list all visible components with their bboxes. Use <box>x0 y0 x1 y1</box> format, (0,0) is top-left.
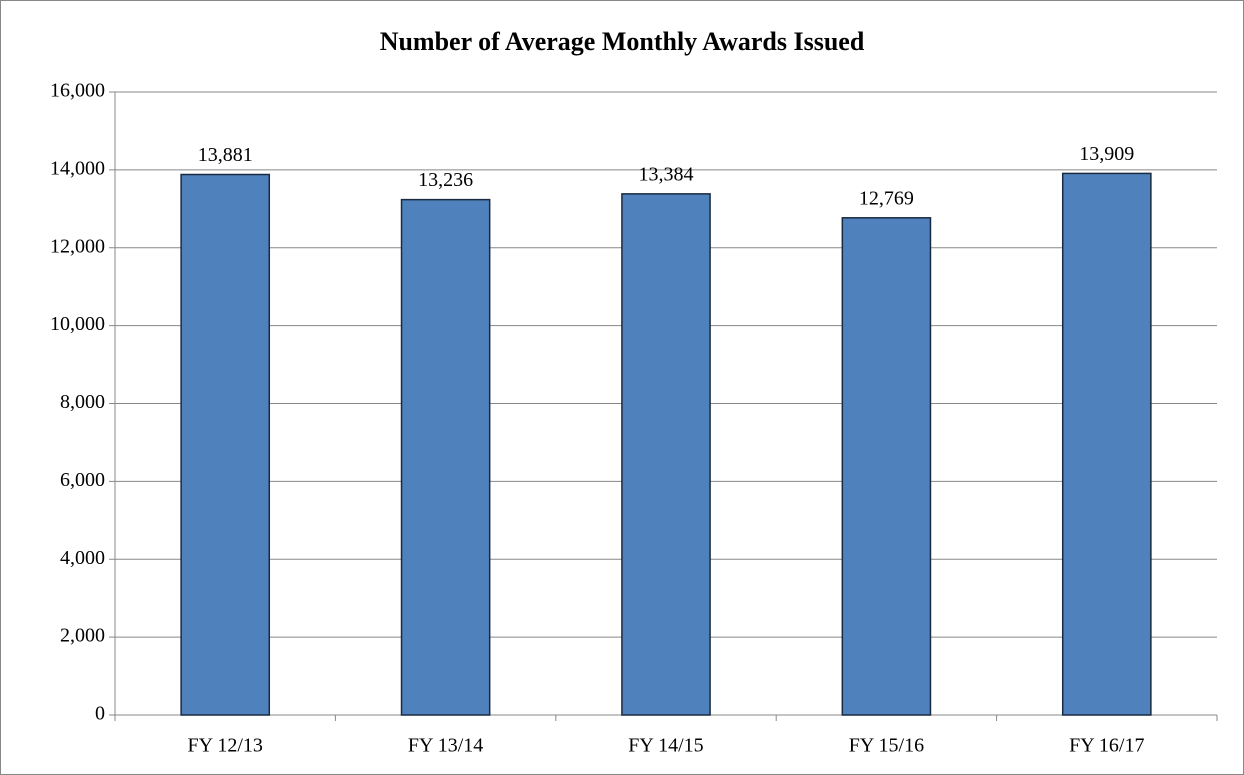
bar <box>621 193 711 716</box>
bar <box>1061 172 1152 716</box>
data-label: 12,769 <box>859 187 914 209</box>
bar <box>400 198 491 716</box>
y-tick-label: 2,000 <box>60 625 105 647</box>
y-tick-label: 14,000 <box>50 157 105 179</box>
x-tick-label: FY 16/17 <box>1069 735 1144 757</box>
x-tick-label: FY 13/14 <box>408 735 483 757</box>
bar <box>841 217 932 716</box>
x-tick-label: FY 14/15 <box>628 735 703 757</box>
bar <box>180 173 271 716</box>
data-label: 13,236 <box>418 169 473 191</box>
y-tick-label: 8,000 <box>60 391 105 413</box>
data-label: 13,881 <box>198 144 253 166</box>
y-tick-label: 10,000 <box>50 313 105 335</box>
x-tick-label: FY 15/16 <box>849 735 924 757</box>
data-label: 13,384 <box>639 163 694 185</box>
y-tick-label: 0 <box>95 703 105 725</box>
y-tick-label: 4,000 <box>60 547 105 569</box>
y-tick-label: 12,000 <box>50 235 105 257</box>
x-tick-label: FY 12/13 <box>188 735 263 757</box>
y-tick-label: 16,000 <box>50 80 105 102</box>
y-tick-label: 6,000 <box>60 469 105 491</box>
chart-title: Number of Average Monthly Awards Issued <box>380 27 865 56</box>
data-label: 13,909 <box>1079 143 1134 165</box>
